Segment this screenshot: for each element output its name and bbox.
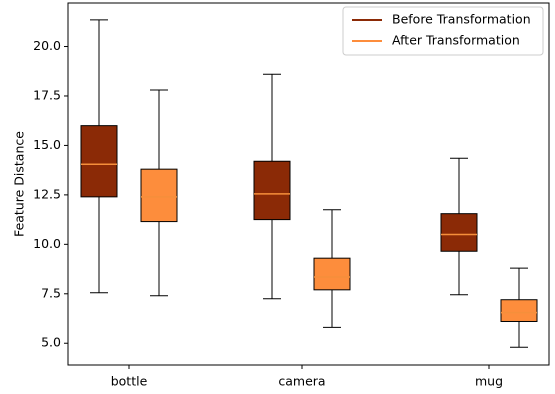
box-camera-before [253,73,291,300]
box-body [140,168,178,223]
y-tick-label: 20.0 [33,38,61,53]
box-mug-after [500,267,538,348]
x-tick-label: camera [278,374,325,389]
box-bottle-after [140,89,178,297]
box-body [500,299,538,322]
box-mug-before [440,157,478,296]
y-ticks: 5.0 7.5 10.0 12.5 15.0 17.5 20.0 [33,38,68,350]
box-body [440,213,478,252]
box-camera-after [313,209,351,328]
x-ticks: bottle camera mug [111,365,503,389]
boxes-layer [80,19,538,348]
y-tick-label: 17.5 [33,87,61,102]
y-tick-label: 10.0 [33,236,61,251]
box-body [80,125,118,198]
y-tick-label: 15.0 [33,137,61,152]
y-tick-label: 7.5 [41,285,61,300]
box-body [253,160,291,221]
x-tick-label: bottle [111,374,148,389]
legend-label-after: After Transformation [392,33,520,48]
y-axis-label: Feature Distance [12,131,27,237]
box-body [313,257,351,291]
plot-frame [67,2,550,366]
legend: Before Transformation After Transformati… [342,6,544,56]
y-tick-label: 12.5 [33,186,61,201]
legend-frame [342,6,544,56]
y-tick-label: 5.0 [41,335,61,350]
legend-label-before: Before Transformation [392,12,531,27]
box-bottle-before [80,19,118,294]
x-tick-label: mug [475,374,503,389]
